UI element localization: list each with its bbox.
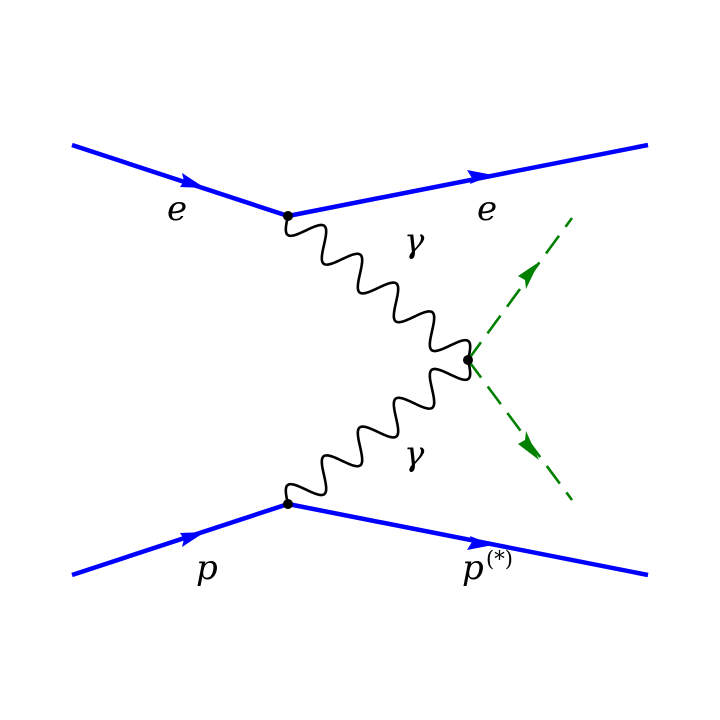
electron-in-arrow bbox=[180, 173, 205, 188]
label-electron-in: e bbox=[167, 189, 187, 229]
scalar-upper-line bbox=[466, 217, 574, 361]
scalar-upper-arrow bbox=[518, 262, 539, 289]
label-electron-out: e bbox=[477, 189, 497, 229]
photon-upper-line bbox=[284, 215, 472, 361]
scalar-lower-line bbox=[466, 359, 574, 501]
proton-in-arrow bbox=[180, 532, 205, 547]
label-photon-upper: γ bbox=[404, 221, 425, 261]
electron-out-line bbox=[287, 142, 649, 219]
proton-out-line bbox=[287, 501, 649, 578]
vertex-photon-fusion bbox=[463, 355, 473, 365]
proton-in-line bbox=[71, 501, 289, 578]
electron-out-arrow bbox=[467, 170, 493, 184]
label-proton-out: p bbox=[462, 548, 484, 588]
label-photon-lower: γ bbox=[404, 434, 425, 474]
electron-in-line bbox=[71, 142, 289, 219]
vertex-electron bbox=[283, 211, 293, 221]
vertex-proton bbox=[283, 499, 293, 509]
label-proton-out-superscript: (*) bbox=[486, 547, 513, 571]
label-proton-in: p bbox=[196, 548, 218, 588]
proton-out-arrow bbox=[467, 536, 493, 550]
scalar-lower-arrow bbox=[518, 431, 539, 460]
photon-lower-line bbox=[284, 359, 472, 505]
